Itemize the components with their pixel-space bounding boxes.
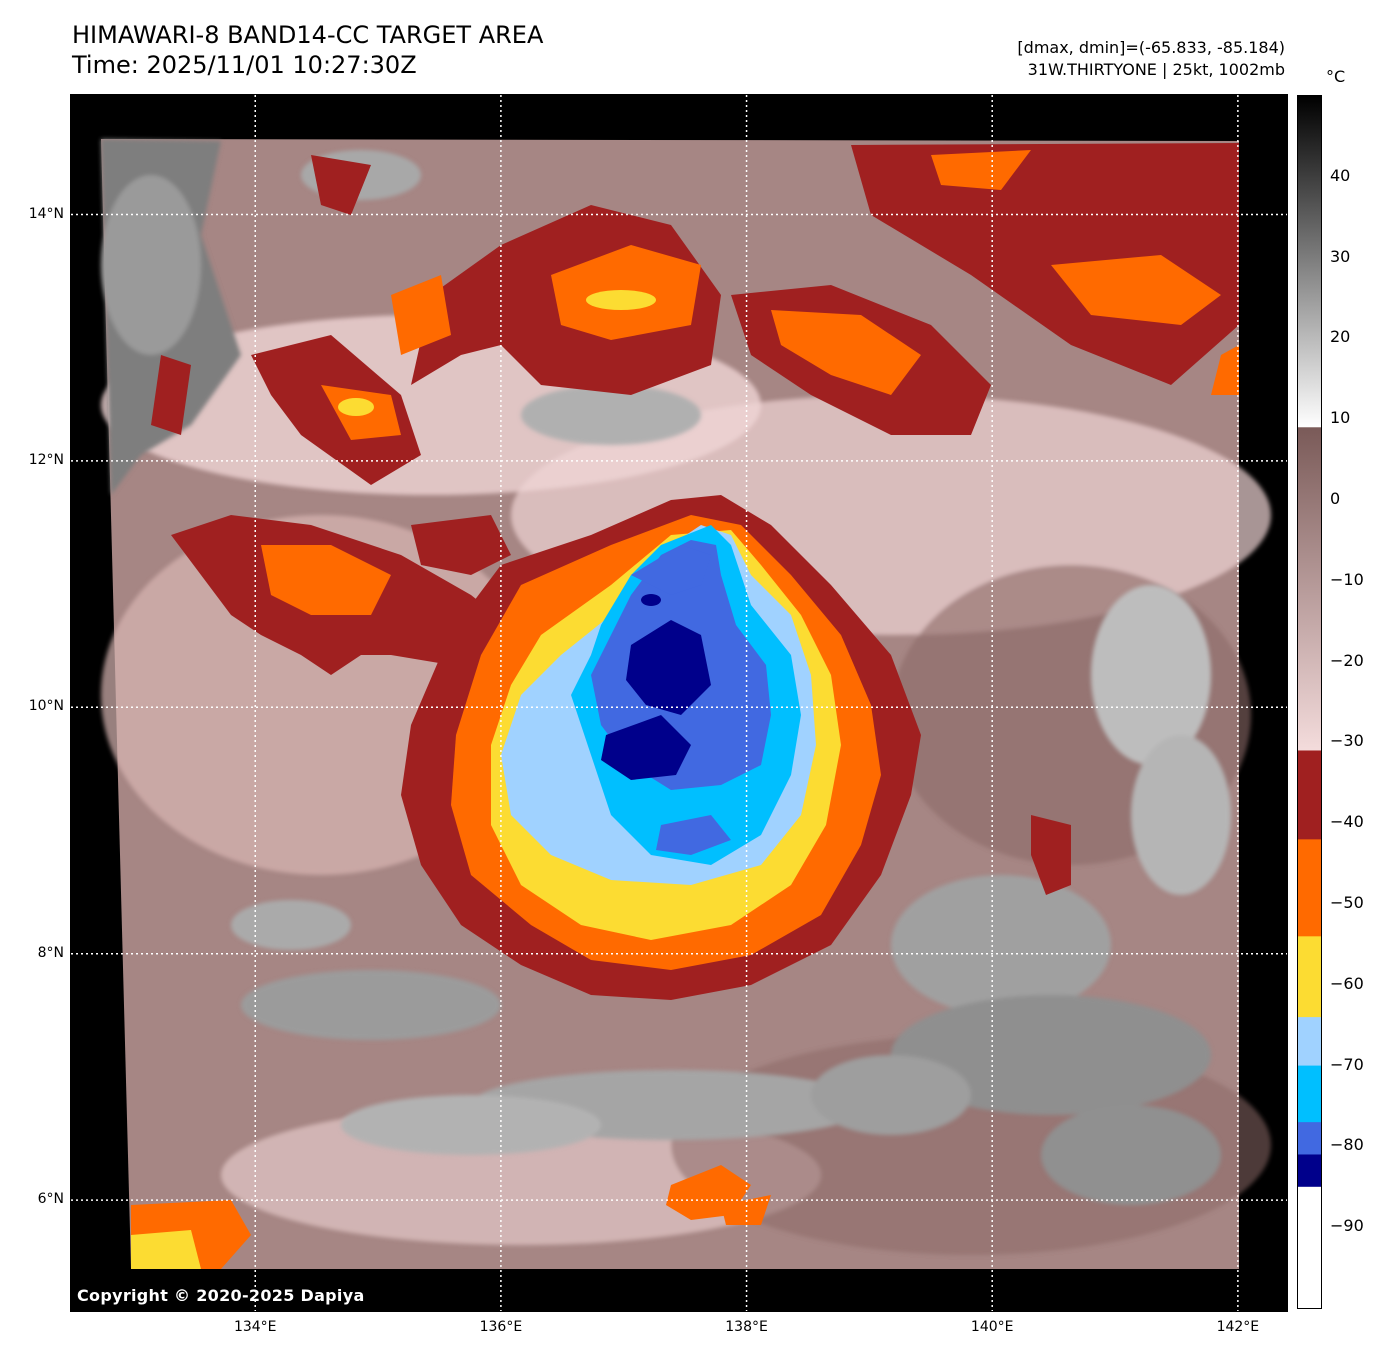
- colorbar-scale: [1298, 96, 1321, 1308]
- lon-label: 140°E: [970, 1319, 1014, 1335]
- satellite-map: Copyright © 2020-2025 Dapiya: [70, 94, 1288, 1312]
- warm-gray-areas: [101, 139, 1231, 1205]
- colorbar-segment: [1298, 1186, 1321, 1308]
- colorbar-tick-label: 0: [1330, 489, 1341, 508]
- colorbar: [1297, 95, 1322, 1309]
- satellite-image: [71, 95, 1287, 1311]
- northern-convection: [151, 143, 1239, 485]
- colorbar-tick-label: −80: [1330, 1135, 1364, 1155]
- colorbar-tick-label: −20: [1330, 650, 1364, 670]
- colorbar-tick-label: −40: [1330, 812, 1364, 832]
- colorbar-tick-label: −50: [1330, 893, 1364, 912]
- central-dense-overcast: [401, 495, 921, 1000]
- colorbar-segment: [1298, 750, 1321, 840]
- colorbar-tick-label: 10: [1330, 408, 1351, 428]
- lat-label: 10°N: [28, 698, 64, 715]
- colorbar-tick-label: −70: [1330, 1054, 1364, 1074]
- lon-label: 136°E: [479, 1319, 523, 1335]
- lat-label: 12°N: [28, 451, 64, 468]
- colorbar-tick-label: −60: [1330, 973, 1364, 993]
- western-spiral-band: [171, 515, 521, 675]
- colorbar-segment: [1298, 839, 1321, 937]
- colorbar-tick-label: 40: [1330, 165, 1351, 185]
- colorbar-tick-label: −10: [1330, 569, 1364, 589]
- colorbar-tick-label: 30: [1330, 246, 1351, 266]
- colorbar-segment: [1298, 427, 1321, 751]
- colorbar-tick-label: −30: [1330, 731, 1364, 751]
- lat-label: 8°N: [37, 944, 64, 961]
- lon-label: 138°E: [725, 1319, 768, 1335]
- colorbar-segment: [1298, 1122, 1321, 1155]
- colorbar-segment: [1298, 1154, 1321, 1188]
- lon-label: 142°E: [1216, 1319, 1260, 1335]
- colorbar-segment: [1298, 1017, 1321, 1067]
- colorbar-unit: °C: [1326, 67, 1346, 86]
- copyright-text: Copyright © 2020-2025 Dapiya: [77, 1286, 365, 1305]
- colorbar-segment: [1298, 1065, 1321, 1123]
- lat-label: 6°N: [37, 1191, 64, 1208]
- colorbar-segment: [1298, 96, 1321, 428]
- info-storm: 31W.THIRTYONE | 25kt, 1002mb: [1027, 60, 1285, 79]
- info-dmax-dmin: [dmax, dmin]=(-65.833, -85.184): [1017, 38, 1285, 57]
- colorbar-segment: [1298, 936, 1321, 1018]
- colorbar-tick-label: 20: [1330, 327, 1351, 347]
- title-line-2: Time: 2025/11/01 10:27:30Z: [72, 51, 417, 79]
- title-line-1: HIMAWARI-8 BAND14-CC TARGET AREA: [72, 21, 544, 49]
- colorbar-tick-label: −90: [1330, 1216, 1364, 1236]
- lat-label: 14°N: [28, 205, 64, 222]
- lon-label: 134°E: [233, 1319, 277, 1335]
